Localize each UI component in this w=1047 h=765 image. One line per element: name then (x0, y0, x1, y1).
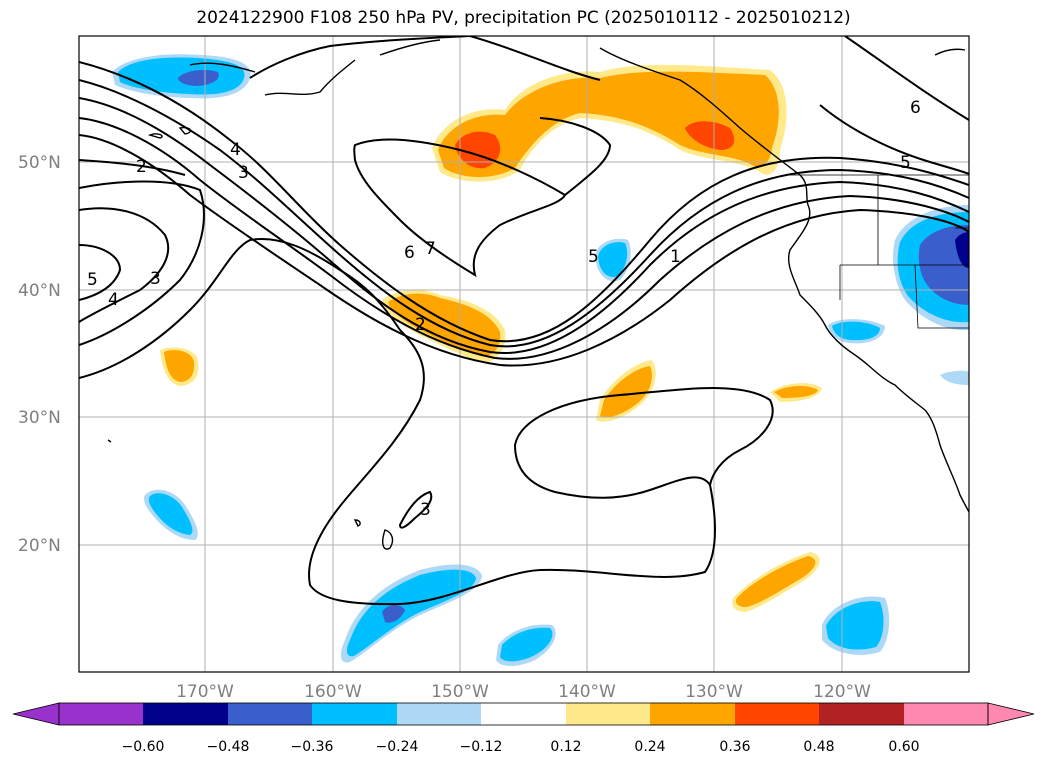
lat-label: 20°N (18, 536, 61, 556)
contour-label: 3 (150, 269, 161, 289)
colorbar-tick-label: −0.12 (460, 739, 503, 755)
colorbar-tick-labels: −0.60 −0.48 −0.36 −0.24 −0.12 0.12 0.24 … (122, 739, 920, 755)
colorbar-cell (650, 703, 735, 725)
contour-label: 5 (588, 247, 599, 267)
colorbar-cell (143, 703, 228, 725)
contour-label: 3 (420, 500, 431, 520)
colorbar-cell (228, 703, 312, 725)
colorbar-cell (59, 703, 143, 725)
contour-label: 4 (230, 140, 241, 160)
colorbar-tick-label: 0.12 (550, 739, 581, 755)
colorbar-cell (735, 703, 819, 725)
contour-label: 4 (108, 290, 119, 310)
latitude-labels: 50°N 40°N 30°N 20°N (18, 153, 61, 556)
state-borders (790, 174, 969, 329)
colorbar-cell (481, 703, 566, 725)
lon-label: 170°W (176, 682, 234, 702)
colorbar-extend-right (987, 702, 1035, 726)
contour-label: 3 (238, 163, 249, 183)
lon-label: 160°W (304, 682, 362, 702)
lon-label: 120°W (813, 682, 871, 702)
lon-label: 150°W (431, 682, 489, 702)
graticule (79, 36, 969, 672)
lat-label: 50°N (18, 153, 61, 173)
contour-label: 5 (87, 270, 98, 290)
lat-label: 30°N (18, 408, 61, 428)
contour-label: 2 (136, 157, 147, 177)
colorbar: −0.60 −0.48 −0.36 −0.24 −0.12 0.12 0.24 … (12, 702, 1035, 755)
pv-contours (79, 36, 969, 606)
map-frame (78, 35, 970, 673)
colorbar-tick-label: 0.60 (888, 739, 919, 755)
contour-label: 6 (404, 243, 415, 263)
colorbar-extend-left (12, 702, 60, 726)
colorbar-cell (312, 703, 397, 725)
colorbar-tick-label: 0.24 (634, 739, 665, 755)
contour-label: 2 (415, 315, 426, 335)
lon-label: 130°W (685, 682, 743, 702)
colorbar-tick-label: 0.48 (803, 739, 834, 755)
contour-labels: 2 4 3 5 4 3 6 7 2 5 1 3 6 5 (87, 98, 921, 520)
contour-label: 6 (910, 98, 921, 118)
colorbar-cell (397, 703, 481, 725)
contour-label: 5 (900, 153, 911, 173)
colorbar-tick-label: −0.48 (207, 739, 250, 755)
colorbar-tick-label: 0.36 (719, 739, 750, 755)
colorbar-tick-label: −0.36 (291, 739, 334, 755)
longitude-labels: 170°W 160°W 150°W 140°W 130°W 120°W (176, 682, 871, 702)
map-title: 2024122900 F108 250 hPa PV, precipitatio… (196, 8, 851, 28)
contour-label: 1 (670, 247, 681, 267)
colorbar-tick-label: −0.60 (122, 739, 165, 755)
contour-label: 7 (425, 239, 436, 259)
colorbar-tick-label: −0.24 (376, 739, 419, 755)
colorbar-cell (566, 703, 650, 725)
colorbar-cell (904, 703, 988, 725)
colorbar-cell (819, 703, 904, 725)
lat-label: 40°N (18, 281, 61, 301)
lon-label: 140°W (558, 682, 616, 702)
